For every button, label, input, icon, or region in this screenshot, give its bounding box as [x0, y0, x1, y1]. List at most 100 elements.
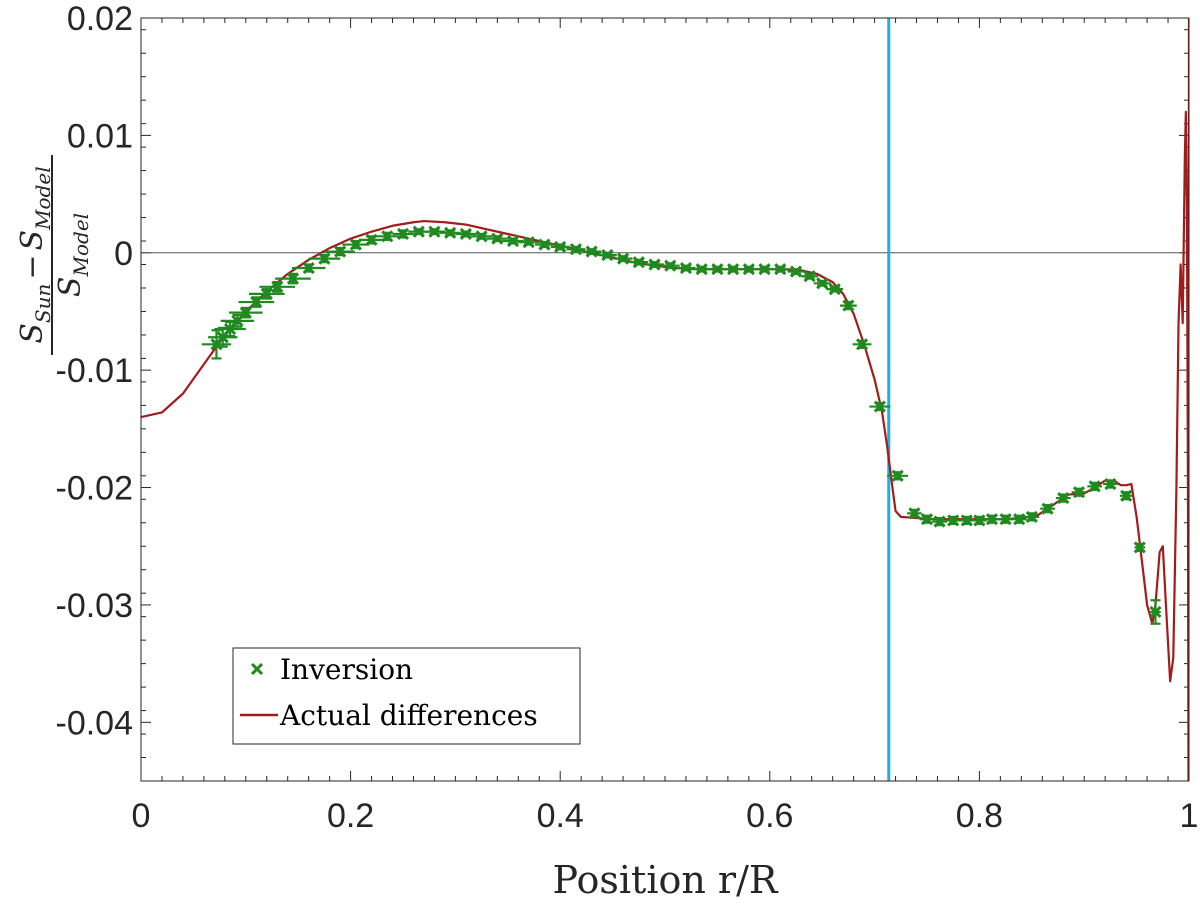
marker-x: [365, 233, 378, 246]
inversion-point: [826, 283, 844, 296]
y-tick-labels: 0.02 0.01 0 -0.01 -0.02 -0.03 -0.04: [56, 0, 134, 742]
x-tick-label: 0.2: [327, 797, 374, 835]
marker-x: [1120, 489, 1133, 502]
inversion-point: [869, 400, 891, 413]
marker-x: [960, 514, 973, 527]
legend-inversion-marker: [250, 662, 264, 676]
marker-x: [933, 515, 946, 528]
marker-x: [349, 238, 362, 251]
x-tick-label: 0.4: [537, 797, 584, 835]
marker-x: [506, 234, 520, 248]
inversion-point: [998, 513, 1013, 526]
marker-x: [459, 227, 472, 241]
inversion-point: [471, 230, 493, 243]
x-tick-label: 0: [132, 797, 151, 835]
inversion-point: [566, 243, 586, 256]
marker-x: [1057, 492, 1070, 505]
inversion-point: [919, 513, 935, 526]
inversion-point: [645, 258, 664, 271]
marker-x: [632, 256, 645, 269]
inversion-point: [770, 263, 790, 276]
marker-x: [396, 227, 410, 241]
marker-x: [1133, 541, 1146, 554]
inversion-point: [550, 240, 570, 253]
marker-x: [742, 263, 755, 276]
marker-x: [758, 263, 771, 276]
legend-actual-label: Actual differences: [279, 699, 538, 732]
marker-x: [873, 400, 886, 413]
inversion-point: [887, 469, 909, 482]
inversion-point: [275, 272, 311, 285]
marker-x: [444, 226, 457, 239]
marker-x: [475, 230, 488, 243]
inversion-point: [1055, 492, 1071, 505]
inversion-point: [1133, 541, 1146, 554]
marker-x: [302, 261, 315, 275]
marker-x: [664, 259, 677, 272]
marker-x: [908, 507, 921, 520]
marker-x: [250, 296, 263, 309]
inversion-point: [229, 306, 263, 319]
x-tick-label: 1: [1180, 797, 1199, 835]
marker-x: [816, 277, 829, 290]
inversion-point: [945, 514, 961, 527]
marker-x: [855, 338, 869, 351]
inversion-point: [1149, 599, 1162, 625]
y-axis-label: SSun−SModel SModel: [15, 155, 93, 355]
inversion-point: [907, 507, 922, 520]
marker-x: [920, 513, 934, 526]
inversion-point: [1087, 480, 1103, 493]
y-label-denominator: SModel: [53, 213, 93, 297]
marker-x: [260, 287, 273, 300]
marker-x: [947, 514, 960, 527]
inversion-point: [676, 261, 696, 275]
marker-x: [617, 252, 630, 265]
marker-x: [828, 283, 841, 296]
marker-x: [803, 270, 816, 283]
marker-x: [891, 469, 904, 482]
inversion-point: [291, 261, 326, 275]
inversion-point: [1103, 477, 1118, 491]
inversion-point: [455, 227, 477, 241]
y-tick-label: 0.02: [67, 0, 133, 38]
inversion-series: [201, 225, 1162, 625]
legend-box: [232, 647, 581, 745]
inversion-point: [518, 236, 540, 249]
legend-inversion-label: Inversion: [280, 653, 413, 686]
inversion-point: [972, 514, 987, 527]
inversion-point: [1040, 502, 1055, 515]
marker-x: [1013, 513, 1026, 526]
marker-x: [412, 225, 425, 238]
marker-x: [1041, 502, 1054, 515]
marker-x: [538, 238, 551, 251]
inversion-point: [201, 329, 232, 360]
actual-differences-series: [141, 18, 1189, 781]
x-axis-label: Position r/R: [553, 858, 779, 902]
y-tick-label: -0.03: [56, 587, 134, 625]
marker-x: [239, 306, 252, 319]
marker-x: [679, 261, 693, 275]
marker-x: [601, 249, 614, 262]
marker-x: [286, 272, 300, 285]
inversion-point: [1024, 510, 1040, 523]
reference-lines: [141, 18, 1189, 781]
inversion-point: [582, 245, 602, 258]
marker-x: [522, 236, 535, 249]
inversion-point: [248, 287, 285, 300]
inversion-point: [502, 234, 524, 248]
marker-x: [1149, 605, 1162, 619]
inversion-point: [984, 513, 1000, 526]
marker-x: [695, 263, 708, 276]
inversion-point: [629, 256, 649, 269]
inversion-point: [423, 225, 445, 238]
marker-x: [985, 513, 999, 526]
inversion-point: [660, 259, 680, 272]
marker-x: [428, 225, 441, 238]
y-tick-label: 0: [114, 235, 133, 273]
y-tick-label: -0.02: [56, 470, 134, 508]
x-tick-label: 0.8: [956, 797, 1003, 835]
marker-x: [1072, 486, 1086, 499]
marker-x: [554, 240, 567, 253]
marker-x: [1025, 510, 1038, 523]
inversion-point: [813, 277, 831, 290]
